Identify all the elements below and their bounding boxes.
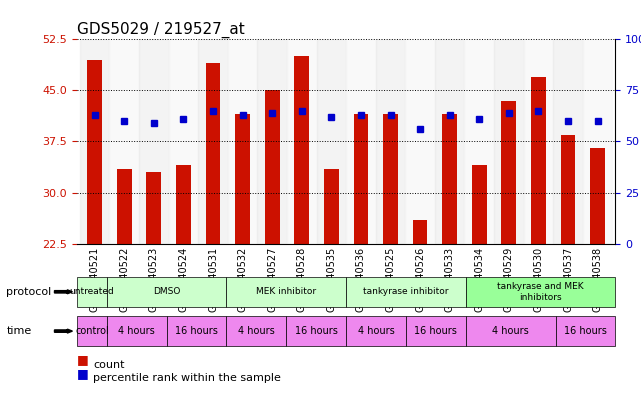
Bar bbox=[324, 169, 338, 244]
Bar bbox=[235, 114, 250, 244]
Bar bbox=[206, 63, 221, 244]
Bar bbox=[465, 39, 494, 244]
Bar bbox=[287, 39, 317, 244]
Text: tankyrase inhibitor: tankyrase inhibitor bbox=[363, 287, 449, 296]
Bar bbox=[472, 165, 487, 244]
Bar bbox=[553, 39, 583, 244]
Bar bbox=[354, 114, 369, 244]
Text: ■: ■ bbox=[77, 367, 88, 380]
Text: 16 hours: 16 hours bbox=[295, 326, 338, 336]
Bar bbox=[265, 90, 279, 244]
Text: count: count bbox=[93, 360, 124, 370]
Bar bbox=[501, 101, 516, 244]
Text: 4 hours: 4 hours bbox=[119, 326, 155, 336]
Text: 4 hours: 4 hours bbox=[358, 326, 394, 336]
Text: GDS5029 / 219527_at: GDS5029 / 219527_at bbox=[77, 22, 245, 38]
Text: ■: ■ bbox=[77, 354, 88, 367]
Bar bbox=[110, 39, 139, 244]
Text: untreated: untreated bbox=[69, 287, 114, 296]
Text: 16 hours: 16 hours bbox=[175, 326, 218, 336]
Bar bbox=[405, 39, 435, 244]
Bar bbox=[117, 169, 131, 244]
Bar bbox=[524, 39, 553, 244]
Text: MEK inhibitor: MEK inhibitor bbox=[256, 287, 317, 296]
Bar bbox=[258, 39, 287, 244]
Text: time: time bbox=[6, 326, 31, 336]
Bar bbox=[317, 39, 346, 244]
Text: 4 hours: 4 hours bbox=[238, 326, 275, 336]
Bar bbox=[228, 39, 258, 244]
Text: 4 hours: 4 hours bbox=[492, 326, 529, 336]
Bar bbox=[583, 39, 612, 244]
Bar bbox=[383, 114, 398, 244]
Bar bbox=[198, 39, 228, 244]
Bar bbox=[294, 56, 309, 244]
Text: 16 hours: 16 hours bbox=[564, 326, 607, 336]
Bar bbox=[376, 39, 405, 244]
Bar bbox=[176, 165, 191, 244]
Bar bbox=[346, 39, 376, 244]
Text: DMSO: DMSO bbox=[153, 287, 180, 296]
Text: percentile rank within the sample: percentile rank within the sample bbox=[93, 373, 281, 384]
Text: protocol: protocol bbox=[6, 287, 52, 297]
Text: tankyrase and MEK
inhibitors: tankyrase and MEK inhibitors bbox=[497, 282, 584, 301]
Bar bbox=[590, 148, 605, 244]
Bar bbox=[146, 172, 162, 244]
Bar bbox=[87, 60, 102, 244]
Bar bbox=[80, 39, 110, 244]
Text: 16 hours: 16 hours bbox=[415, 326, 457, 336]
Bar bbox=[494, 39, 524, 244]
Bar bbox=[413, 220, 428, 244]
Bar bbox=[139, 39, 169, 244]
Bar bbox=[531, 77, 546, 244]
Bar bbox=[561, 135, 576, 244]
Bar bbox=[435, 39, 465, 244]
Bar bbox=[169, 39, 198, 244]
Text: control: control bbox=[75, 326, 109, 336]
Bar bbox=[442, 114, 457, 244]
